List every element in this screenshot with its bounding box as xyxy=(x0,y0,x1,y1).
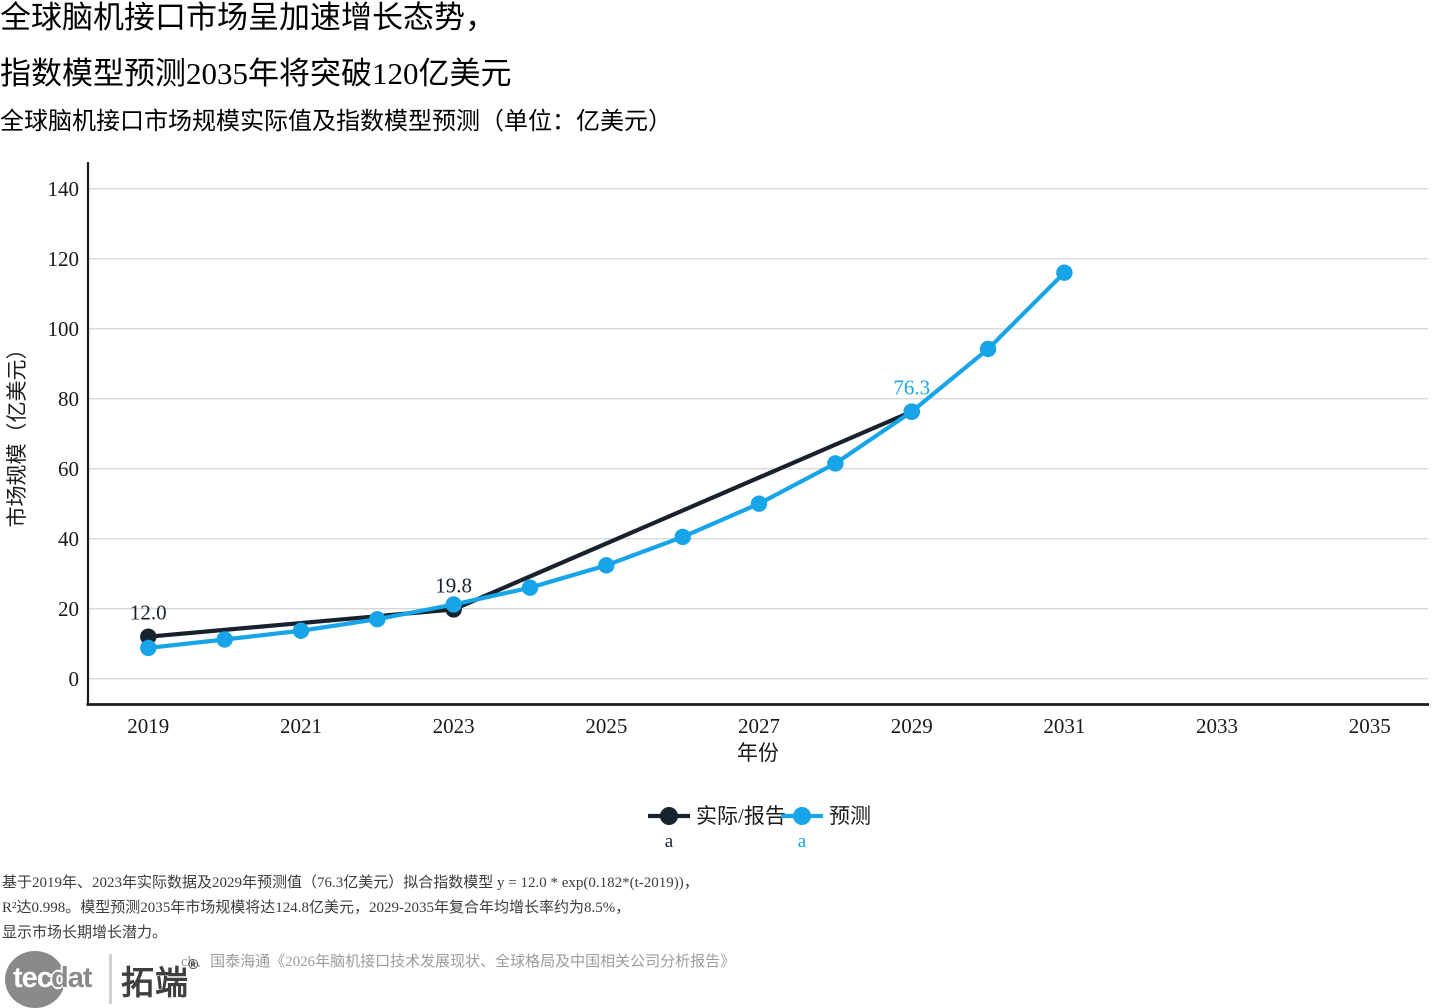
data-point-series-1 xyxy=(979,340,997,358)
footnote-line-2: R²达0.998。模型预测2035年市场规模将达124.8亿美元，2029-20… xyxy=(2,900,631,916)
footnote-line-1: 基于2019年、2023年实际数据及2029年预测值（76.3亿美元）拟合指数模… xyxy=(2,875,699,891)
x-tick-label: 2025 xyxy=(585,714,627,738)
x-axis-title: 年份 xyxy=(737,741,779,765)
y-tick-label: 120 xyxy=(48,247,80,271)
y-tick-label: 60 xyxy=(58,457,79,481)
y-tick-label: 80 xyxy=(58,387,79,411)
data-point-series-1 xyxy=(369,611,386,628)
logo-text-dat: dat xyxy=(51,962,92,994)
data-point-series-1 xyxy=(445,596,462,613)
x-tick-label: 2033 xyxy=(1196,714,1238,738)
data-point-series-1 xyxy=(216,631,233,648)
y-axis-title: 市场规模（亿美元） xyxy=(5,339,29,528)
source-text: ch、国泰海通《2026年脑机接口技术发展现状、全球格局及中国相关公司分析报告》 xyxy=(181,954,736,970)
y-tick-label: 40 xyxy=(58,527,79,551)
chart-subtitle: 全球脑机接口市场规模实际值及指数模型预测（单位：亿美元） xyxy=(0,109,672,135)
data-point-series-1 xyxy=(292,622,310,639)
y-tick-label: 20 xyxy=(58,597,79,621)
logo-text-tec: tec xyxy=(13,962,53,994)
data-point-series-1 xyxy=(521,579,539,596)
y-tick-label: 0 xyxy=(69,667,80,691)
legend-item-label: 预测 xyxy=(829,804,871,828)
x-tick-label: 2029 xyxy=(891,714,933,738)
x-tick-label: 2023 xyxy=(433,714,475,738)
chart-headline-line2: 指数模型预测2035年将突破120亿美元 xyxy=(0,56,512,91)
point-value-label: 19.8 xyxy=(435,573,472,597)
x-tick-label: 2021 xyxy=(280,714,322,738)
data-point-series-1 xyxy=(140,639,157,657)
logo-divider xyxy=(109,954,112,1004)
point-value-label: 12.0 xyxy=(130,601,167,625)
legend-key-letter: a xyxy=(665,831,674,852)
data-point-series-1 xyxy=(827,455,844,472)
logo-registered-mark: ® xyxy=(188,956,199,972)
legend-key-letter: a xyxy=(798,831,807,852)
logo-circle-icon xyxy=(5,951,65,1008)
y-tick-label: 100 xyxy=(48,317,80,341)
series-line-0 xyxy=(146,409,914,639)
tecdat-logo: tec dat 拓端 ® xyxy=(5,948,225,1008)
footnote-line-3: 显示市场长期增长潜力。 xyxy=(2,925,168,941)
y-tick-label: 140 xyxy=(48,177,80,201)
data-point-series-1 xyxy=(598,557,615,574)
x-tick-label: 2035 xyxy=(1349,714,1391,738)
footnote-block: 基于2019年、2023年实际数据及2029年预测值（76.3亿美元）拟合指数模… xyxy=(2,871,699,946)
x-tick-label: 2031 xyxy=(1043,714,1085,738)
data-point-series-1 xyxy=(674,528,691,546)
x-tick-label: 2027 xyxy=(738,714,780,738)
data-point-series-1 xyxy=(1056,264,1073,281)
logo-brand-name: 拓端 xyxy=(121,964,189,1001)
point-value-label: 76.3 xyxy=(893,376,930,400)
legend-item-label: 实际/报告 xyxy=(696,804,786,828)
chart-headline-line1: 全球脑机接口市场呈加速增长态势， xyxy=(0,0,496,35)
legend-key-dot xyxy=(660,807,678,825)
data-point-series-1 xyxy=(903,403,920,420)
x-tick-label: 2019 xyxy=(127,714,169,738)
legend-key-dot xyxy=(793,807,811,825)
data-point-series-1 xyxy=(750,495,768,512)
